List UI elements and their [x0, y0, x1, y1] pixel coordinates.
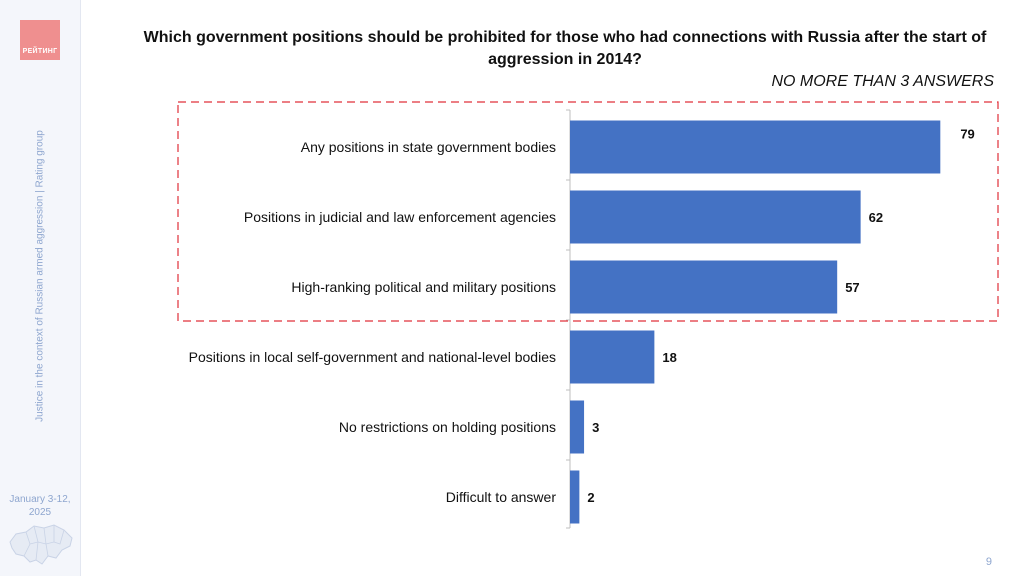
category-label: High-ranking political and military posi…: [291, 279, 556, 295]
ukraine-map-icon: [9, 524, 73, 565]
category-label: No restrictions on holding positions: [339, 419, 556, 435]
data-label: 79: [960, 127, 974, 142]
data-label: 57: [845, 280, 859, 295]
logo-text: РЕЙТИНГ: [22, 48, 58, 55]
chart-subtitle: NO MORE THAN 3 ANSWERS: [771, 73, 994, 90]
chart-title: Which government positions should be pro…: [143, 29, 987, 68]
data-label: 3: [592, 420, 599, 435]
highlight-box: [177, 101, 999, 322]
category-label: Positions in judicial and law enforcemen…: [244, 209, 556, 225]
category-label: Difficult to answer: [446, 489, 557, 505]
data-label: 62: [869, 210, 883, 225]
bar: [570, 330, 655, 384]
bar: [570, 470, 580, 524]
sidebar: РЕЙТИНГ Justice in the context of Russia…: [0, 0, 81, 576]
rating-logo: РЕЙТИНГ: [20, 20, 60, 60]
page-number: 9: [985, 556, 992, 568]
data-label: 2: [587, 490, 594, 505]
bar: [570, 260, 838, 314]
category-label: Positions in local self-government and n…: [189, 349, 556, 365]
survey-date: January 3-12, 2025: [9, 494, 71, 518]
bar: [570, 190, 861, 244]
bar: [570, 120, 941, 174]
bar: [570, 400, 585, 454]
data-label: 18: [662, 350, 676, 365]
category-label: Any positions in state government bodies: [301, 139, 556, 155]
